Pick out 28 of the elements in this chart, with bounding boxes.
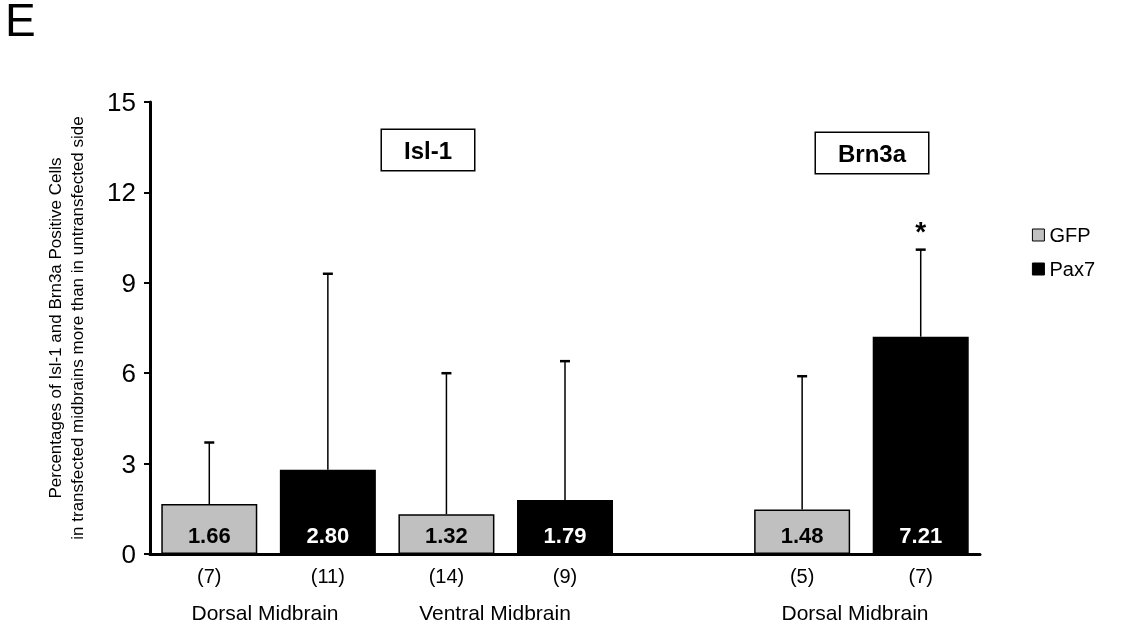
data-label: 1.79: [543, 522, 587, 548]
x-tick-label: (11): [310, 565, 345, 587]
annotation: Brn3a: [837, 139, 907, 167]
data-label: 2.80: [306, 522, 350, 548]
legend-label: GFP: [1049, 224, 1091, 246]
y-tick-label: 6: [121, 358, 136, 389]
x-tick-label: (9): [552, 565, 578, 587]
text: Dorsal Midbrain: [191, 600, 339, 624]
text: Dorsal Midbrain: [781, 600, 929, 624]
data-label: 1.48: [780, 522, 824, 548]
data-label: 1.32: [425, 522, 468, 548]
data-label: 1.66: [187, 522, 231, 548]
annotation: Isl-1: [403, 136, 453, 164]
text: Ventral Midbrain: [419, 600, 571, 624]
y-axis-title: Percentages of Isl-1 and Brn3a Positive Cells in transfected midbrains more than in untransfected side: [45, 116, 87, 540]
annotation: *: [915, 216, 927, 248]
chart-title: E: [5, 0, 36, 46]
y-tick-label: 0: [121, 539, 136, 569]
y-tick-label: 9: [121, 267, 136, 298]
x-tick-label: (14): [428, 565, 465, 587]
y-tick-label: 15: [107, 87, 136, 117]
data-label: 7.21: [899, 522, 943, 548]
y-tick-label: 3: [121, 448, 136, 479]
legend-label: Pax7: [1049, 258, 1096, 280]
y-tick-label: 12: [107, 177, 136, 208]
x-tick-label: (7): [908, 565, 933, 587]
x-tick-label: (7): [197, 565, 222, 587]
x-tick-label: (5): [789, 565, 815, 587]
